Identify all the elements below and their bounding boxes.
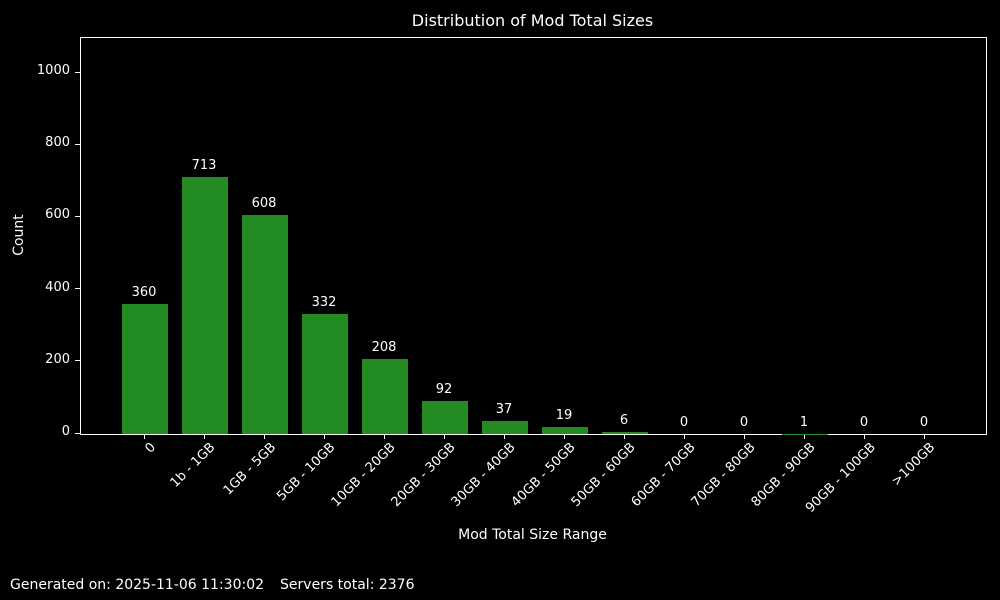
x-tick-label: 5GB - 10GB <box>274 440 339 505</box>
bar-value-label: 208 <box>371 339 397 355</box>
chart-title: Distribution of Mod Total Sizes <box>411 11 654 30</box>
x-axis-label: Mod Total Size Range <box>458 527 607 543</box>
bar-value-label: 6 <box>619 412 629 428</box>
bar-value-label: 0 <box>739 415 749 430</box>
x-tick <box>803 435 805 439</box>
footer: Generated on: 2025-11-06 11:30:02 Servers… <box>10 577 415 593</box>
y-tick <box>75 215 80 217</box>
bar <box>422 400 468 434</box>
y-tick-label: 200 <box>45 351 70 367</box>
x-tick <box>143 435 145 439</box>
bar-value-label: 0 <box>679 415 689 430</box>
x-tick <box>503 435 505 439</box>
bar-value-label: 332 <box>311 295 337 311</box>
bar-value-label: 0 <box>859 415 869 430</box>
bar <box>602 431 648 434</box>
x-tick-label: 1GB - 5GB <box>220 440 279 499</box>
bar <box>482 420 528 434</box>
x-tick <box>323 435 325 439</box>
bar <box>182 176 228 434</box>
bar-value-label: 0 <box>919 415 929 430</box>
x-tick <box>623 435 625 439</box>
servers-total-text: Servers total: 2376 <box>280 577 415 593</box>
generated-on-text: Generated on: 2025-11-06 11:30:02 <box>10 577 265 593</box>
bar-value-label: 92 <box>435 381 453 397</box>
y-tick <box>75 143 80 145</box>
y-tick <box>75 71 80 73</box>
bar-value-label: 713 <box>191 157 217 173</box>
x-tick <box>263 435 265 439</box>
x-tick <box>443 435 445 439</box>
y-tick-label: 800 <box>45 135 70 151</box>
x-tick <box>203 435 205 439</box>
y-tick-label: 600 <box>45 207 70 223</box>
x-tick <box>863 435 865 439</box>
bar-value-label: 19 <box>555 408 573 424</box>
bar <box>242 214 288 434</box>
bar <box>122 304 168 434</box>
y-tick <box>75 360 80 362</box>
bar-value-label: 360 <box>131 285 157 301</box>
plot-area <box>80 37 987 435</box>
y-tick-label: 1000 <box>36 63 70 78</box>
y-tick <box>75 432 80 434</box>
y-tick <box>75 288 80 290</box>
bar-value-label: 608 <box>251 195 277 211</box>
bar <box>362 358 408 434</box>
x-tick <box>923 435 925 439</box>
x-tick-label: >100GB <box>889 440 939 490</box>
bar <box>302 314 348 434</box>
x-tick <box>563 435 565 439</box>
x-tick-label: 0 <box>142 440 159 457</box>
bar-value-label: 1 <box>799 414 809 430</box>
bar-value-label: 37 <box>495 401 513 417</box>
y-tick-label: 400 <box>45 279 70 295</box>
x-tick <box>383 435 385 439</box>
y-tick-label: 0 <box>61 424 70 439</box>
bar <box>542 427 588 434</box>
x-tick <box>743 435 745 439</box>
x-tick <box>683 435 685 439</box>
x-tick-label: 1b - 1GB <box>167 440 219 491</box>
